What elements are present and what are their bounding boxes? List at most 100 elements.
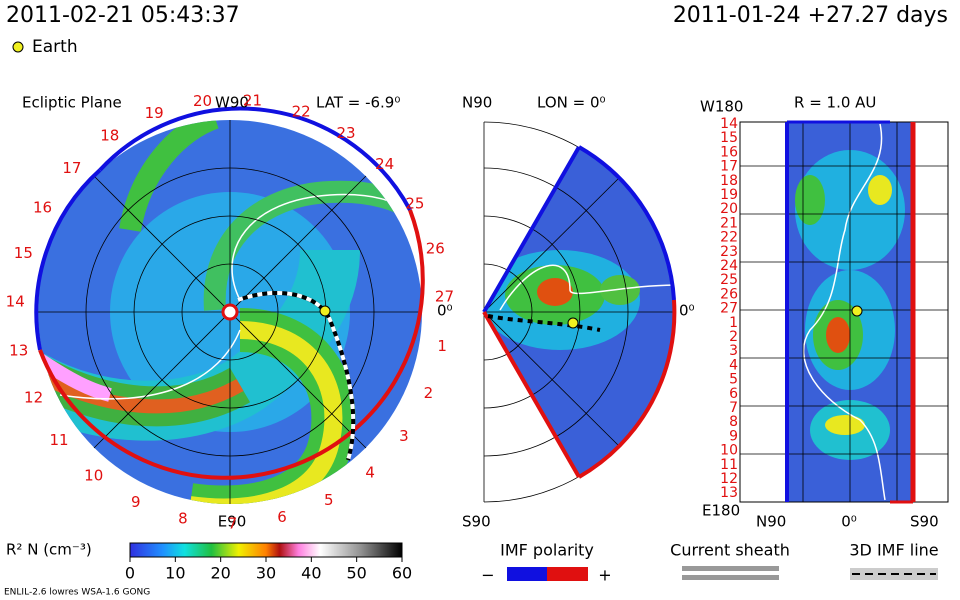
day-label: 15: [14, 244, 33, 262]
day-label: 5: [324, 491, 334, 509]
boundary-negative: [578, 145, 676, 301]
colorbar-tick-label: 30: [256, 564, 276, 583]
boundary-negative: [98, 106, 412, 211]
run-info: 2011-01-24 +27.27 days: [673, 3, 948, 28]
day-label: 13: [9, 342, 28, 360]
ecliptic-title: Ecliptic Plane: [22, 94, 122, 112]
day-label: 2: [729, 329, 738, 345]
day-label: 10: [720, 443, 738, 459]
current-sheath-line: [682, 566, 779, 571]
meridional-bottom: S90: [462, 513, 491, 531]
day-label: 22: [720, 230, 738, 246]
radial-bottom: E180: [702, 502, 740, 520]
day-label: 21: [720, 215, 738, 231]
day-label: 26: [426, 239, 445, 257]
radial-x-right: S90: [910, 513, 939, 531]
meridional-right: 0⁰: [679, 302, 695, 320]
day-label: 12: [720, 471, 738, 487]
day-label: 2: [424, 384, 434, 402]
radial-plot: [739, 120, 949, 504]
day-label: 9: [729, 428, 738, 444]
day-label: 17: [720, 159, 738, 175]
radial-title: R = 1.0 AU: [794, 94, 876, 112]
day-label: 3: [729, 343, 738, 359]
day-label: 12: [24, 389, 43, 407]
day-label: 19: [720, 187, 738, 203]
day-label: 7: [729, 400, 738, 416]
polarity-plus: +: [598, 566, 611, 585]
boundary-positive: [482, 311, 581, 478]
boundary-positive: [578, 299, 677, 479]
day-label: 11: [50, 431, 69, 449]
polarity-positive: [547, 567, 588, 581]
imf-polarity-title: IMF polarity: [500, 541, 594, 560]
day-label: 17: [62, 159, 81, 177]
day-label: 27: [720, 301, 738, 317]
ecliptic-lat: LAT = -6.9⁰: [316, 94, 400, 112]
day-label: 4: [365, 463, 375, 481]
colorbar-label: R² N (cm⁻³): [6, 541, 92, 559]
colorbar-tick-label: 60: [392, 564, 412, 583]
earth: [567, 317, 579, 329]
day-label: 1: [437, 337, 447, 355]
meridional-plot: [482, 121, 677, 503]
sun: [221, 303, 239, 321]
colorbar-tick-label: 10: [165, 564, 185, 583]
day-label: 5: [729, 372, 738, 388]
day-label: 13: [720, 485, 738, 501]
day-label: 9: [131, 493, 141, 511]
current-sheath-title: Current sheath: [670, 541, 790, 560]
meridional-top: N90: [462, 94, 492, 112]
ecliptic-right: 0⁰: [437, 302, 453, 320]
day-label: 8: [178, 509, 188, 527]
datetime: 2011-02-21 05:43:37: [6, 3, 240, 28]
day-label: 23: [336, 124, 355, 142]
radial-top: W180: [700, 98, 743, 116]
day-label: 27: [435, 288, 454, 306]
colorbar-tick-label: 0: [125, 564, 135, 583]
boundary-positive: [38, 209, 425, 480]
boundary-negative: [482, 146, 581, 313]
day-label: 26: [720, 286, 738, 302]
day-label: 18: [720, 173, 738, 189]
day-label: 11: [720, 457, 738, 473]
model-info: ENLIL-2.6 lowres WSA-1.6 GONG: [4, 588, 150, 598]
polarity-negative: [507, 567, 547, 581]
imf-line: [237, 291, 356, 461]
ecliptic-top: W90: [215, 94, 249, 112]
day-label: 6: [729, 386, 738, 402]
earth-legend-marker: [12, 41, 24, 53]
day-label: 1: [729, 315, 738, 331]
imf-line: [487, 314, 601, 332]
day-label: 10: [84, 466, 103, 484]
day-label: 4: [729, 357, 738, 373]
colorbar-tick-label: 40: [301, 564, 321, 583]
day-label: 24: [375, 155, 394, 173]
radial-x-left: N90: [756, 513, 786, 531]
day-label: 20: [720, 201, 738, 217]
day-label: 6: [277, 508, 287, 526]
day-label: 16: [33, 199, 52, 217]
day-label: 14: [720, 116, 738, 132]
day-label: 25: [720, 272, 738, 288]
boundary-negative: [34, 168, 102, 351]
day-label: 8: [729, 414, 738, 430]
current-sheath-line: [682, 575, 779, 580]
ecliptic-plot: [34, 106, 425, 504]
ecliptic-bottom: E90: [218, 513, 247, 531]
day-label: 14: [6, 293, 25, 311]
earth: [851, 305, 863, 317]
imf-line-title: 3D IMF line: [849, 541, 938, 560]
day-label: 3: [399, 427, 409, 445]
day-label: 7: [228, 514, 238, 532]
radial-x-mid: 0⁰: [841, 513, 857, 531]
earth-legend: Earth: [32, 37, 78, 57]
day-label: 22: [292, 102, 311, 120]
day-label: 21: [243, 92, 262, 110]
colorbar: [129, 542, 403, 558]
colorbar-tick-label: 20: [210, 564, 230, 583]
day-label: 19: [145, 104, 164, 122]
meridional-lon: LON = 0⁰: [537, 94, 606, 112]
day-label: 24: [720, 258, 738, 274]
